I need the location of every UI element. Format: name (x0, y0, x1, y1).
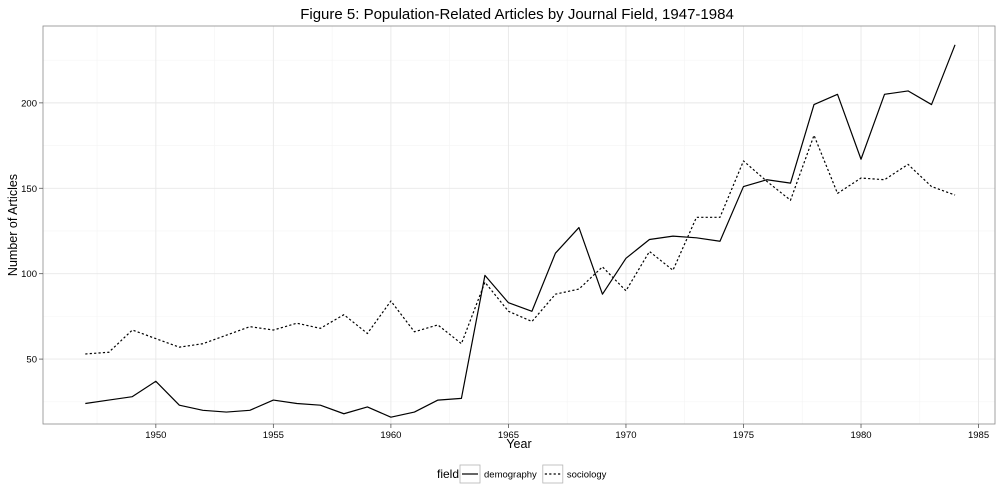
y-tick-label: 200 (21, 98, 37, 109)
legend: field demography sociology (437, 464, 607, 484)
y-tick-label: 150 (21, 184, 37, 195)
x-tick-label: 1980 (850, 430, 871, 441)
chart-title: Figure 5: Population-Related Articles by… (300, 6, 734, 23)
x-tick-label: 1955 (263, 430, 284, 441)
y-tick-label: 100 (21, 269, 37, 280)
grid (43, 26, 995, 424)
x-axis: 1950 1955 1960 1965 1970 1975 1980 1985 (145, 424, 989, 441)
legend-label: demography (484, 470, 537, 481)
legend-key-box (542, 464, 564, 484)
x-tick-label: 1960 (380, 430, 401, 441)
x-tick-label: 1965 (498, 430, 519, 441)
legend-item-sociology: sociology (542, 464, 607, 484)
x-tick-label: 1975 (733, 430, 754, 441)
series-line-sociology (85, 134, 956, 355)
series-line-demography (85, 44, 956, 418)
y-tick-label: 50 (26, 355, 37, 366)
x-tick-label: 1970 (615, 430, 636, 441)
y-axis-title: Number of Articles (6, 174, 20, 276)
series-lines (85, 44, 956, 418)
legend-item-demography: demography (459, 464, 537, 484)
plot-panel (42, 25, 996, 425)
x-tick-label: 1950 (145, 430, 166, 441)
x-tick-label: 1985 (968, 430, 989, 441)
legend-title: field (437, 467, 459, 481)
y-axis: 50 100 150 200 (21, 98, 43, 366)
x-axis-title: Year (506, 437, 531, 451)
legend-label: sociology (567, 470, 607, 481)
